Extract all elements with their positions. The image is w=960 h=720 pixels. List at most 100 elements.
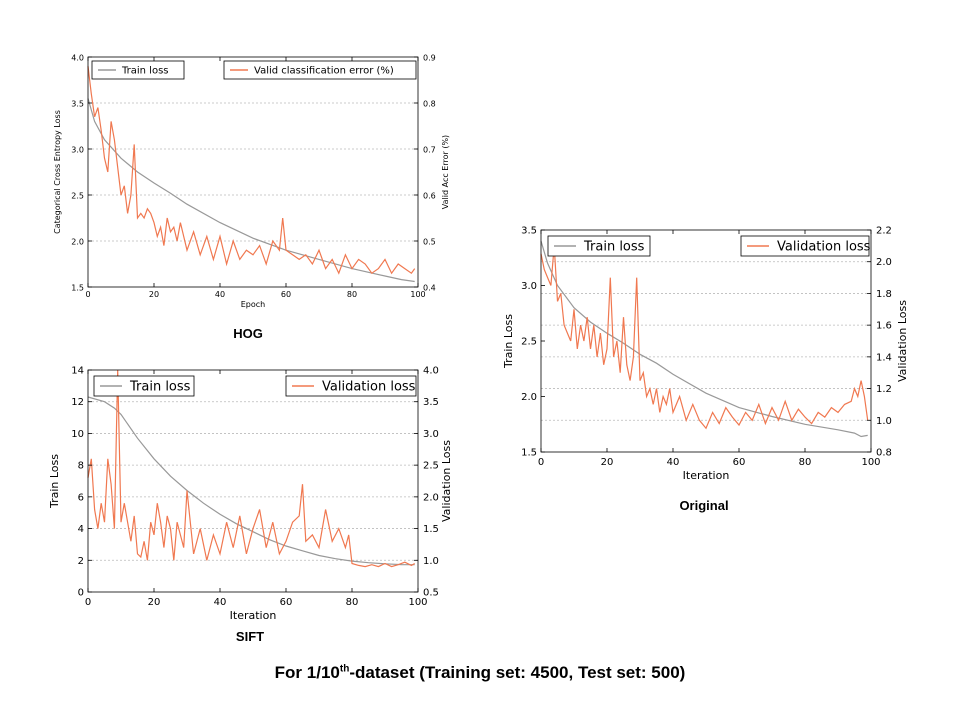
x-tick-label: 60 [733, 457, 746, 468]
y2-axis-label: Valid Acc Error (%) [441, 135, 450, 209]
y2-tick-label: 1.0 [423, 556, 439, 567]
y2-tick-label: 1.5 [423, 524, 439, 535]
x-tick-label: 80 [346, 597, 359, 608]
legend-box [223, 60, 417, 80]
y2-tick-label: 0.8 [876, 448, 892, 459]
y-tick-label: 3.0 [521, 281, 537, 292]
legend-train: Train loss [547, 235, 651, 257]
x-tick-label: 40 [215, 290, 225, 299]
y2-tick-label: 0.7 [423, 146, 436, 155]
train-loss-line [87, 98, 415, 283]
legend-train: Train loss [91, 60, 185, 80]
y-tick-label: 10 [71, 429, 84, 440]
x-tick-label: 100 [410, 290, 425, 299]
x-axis-label: Epoch [241, 300, 266, 309]
train-loss-line [87, 396, 415, 566]
y-tick-label: 4 [78, 524, 84, 535]
x-tick-label: 80 [799, 457, 812, 468]
legend-validation: Validation loss [740, 235, 871, 257]
caption-original: Original [679, 498, 729, 513]
y2-tick-label: 0.5 [423, 238, 436, 247]
chart-hog: 0 20 40 60 80 100 1.5 2.0 2.5 3.0 3.5 4.0 0.4 0.5 0.6 0… [53, 54, 450, 310]
y-axis-label: Categorical Cross Entropy Loss [53, 110, 62, 234]
legend-box [740, 235, 870, 257]
x-tick-label: 20 [601, 457, 614, 468]
y2-axis-label: Validation Loss [440, 440, 453, 522]
x-tick-label: 0 [85, 597, 91, 608]
x-tick-label: 100 [861, 457, 880, 468]
validation-line [87, 66, 416, 275]
y2-tick-label: 2.2 [876, 226, 892, 237]
chart-sift: 0 20 40 60 80 100 0 2 4 6 8 10 12 14 0.5 1.0 1.5 2.0 2.5 3.… [48, 366, 453, 623]
x-tick-label: 40 [214, 597, 227, 608]
y-tick-label: 6 [78, 492, 84, 503]
x-axis-label: Iteration [683, 469, 730, 482]
y-tick-label: 12 [71, 397, 84, 408]
footer-caption: For 1/10th-dataset (Training set: 4500, … [0, 663, 960, 683]
x-tick-label: 80 [347, 290, 357, 299]
y-tick-label: 1.5 [71, 284, 84, 293]
legend-label: Train loss [121, 66, 169, 77]
y2-tick-label: 1.2 [876, 384, 892, 395]
caption-hog: HOG [233, 326, 263, 341]
y-tick-label: 3.5 [521, 226, 537, 237]
y2-tick-label: 0.8 [423, 100, 436, 109]
y2-tick-label: 3.0 [423, 429, 439, 440]
y2-tick-label: 2.0 [876, 257, 892, 268]
caption-sift: SIFT [235, 629, 265, 644]
y2-axis-label: Validation Loss [896, 300, 909, 382]
legend-validation: Valid classification error (%) [223, 60, 417, 80]
plot-frame [540, 229, 872, 453]
y2-tick-label: 3.5 [423, 397, 439, 408]
y2-tick-label: 0.9 [423, 54, 436, 63]
legend-label: Validation loss [777, 240, 871, 255]
legend-validation: Validation loss [285, 375, 417, 397]
footer-suffix: -dataset (Training set: 4500, Test set: … [349, 663, 686, 682]
x-tick-label: 0 [85, 290, 90, 299]
y2-tick-label: 0.6 [423, 192, 436, 201]
y2-tick-label: 0.5 [423, 588, 439, 599]
legend-label: Train loss [583, 240, 645, 255]
x-tick-label: 40 [667, 457, 680, 468]
y2-tick-label: 2.0 [423, 492, 439, 503]
legend-label: Train loss [129, 380, 191, 395]
legend-box [285, 375, 417, 397]
y-tick-label: 2.5 [71, 192, 84, 201]
y2-tick-label: 1.6 [876, 321, 892, 332]
y-tick-label: 4.0 [71, 54, 84, 63]
y-tick-label: 0 [78, 588, 84, 599]
y2-tick-label: 2.5 [423, 461, 439, 472]
y2-tick-label: 4.0 [423, 366, 439, 377]
y2-tick-label: 1.4 [876, 352, 892, 363]
y-tick-label: 2.5 [521, 337, 537, 348]
y2-tick-label: 1.0 [876, 416, 892, 427]
y-tick-label: 3.5 [71, 100, 84, 109]
y-axis-label: Train Loss [502, 314, 515, 369]
plot-frame [87, 369, 419, 593]
x-axis-label: Iteration [230, 609, 277, 622]
y-axis-label: Train Loss [48, 454, 61, 509]
validation-line [540, 245, 869, 430]
footer-sup: th [339, 663, 350, 675]
legend-label: Valid classification error (%) [254, 66, 394, 77]
x-tick-label: 0 [538, 457, 544, 468]
y-tick-label: 2.0 [521, 392, 537, 403]
legend-box [91, 60, 185, 80]
train-loss-line [540, 240, 868, 438]
x-tick-label: 20 [148, 597, 161, 608]
legend-box [547, 235, 651, 257]
legend-label: Validation loss [322, 380, 416, 395]
x-tick-label: 60 [280, 597, 293, 608]
validation-line [87, 369, 415, 568]
x-tick-label: 60 [281, 290, 291, 299]
y-tick-label: 2.0 [71, 238, 84, 247]
x-tick-label: 20 [149, 290, 159, 299]
footer-prefix: For 1/10 [274, 663, 340, 682]
y-tick-label: 3.0 [71, 146, 84, 155]
x-tick-label: 100 [408, 597, 427, 608]
y-tick-label: 1.5 [521, 448, 537, 459]
legend-train: Train loss [93, 375, 195, 397]
y2-tick-label: 1.8 [876, 289, 892, 300]
y-tick-label: 14 [71, 366, 84, 377]
